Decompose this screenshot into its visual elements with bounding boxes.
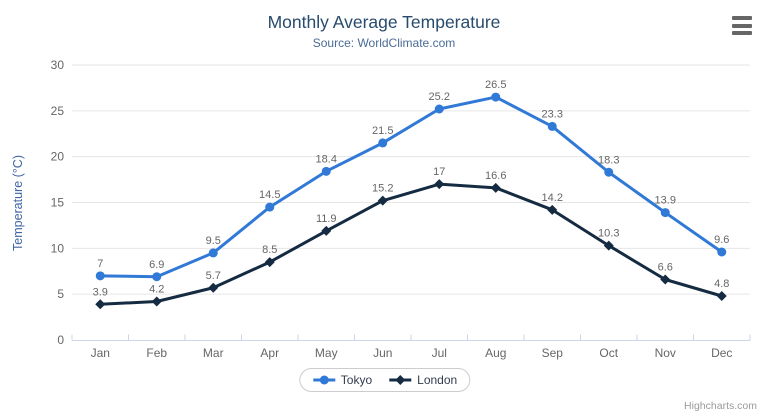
data-label: 6.9 <box>149 259 164 271</box>
legend-circle-marker-icon <box>312 375 335 385</box>
series-tokyo-point-marker[interactable] <box>152 272 162 282</box>
legend-label-london: London <box>417 373 458 387</box>
series-london-point-marker[interactable] <box>321 225 332 236</box>
data-label: 13.9 <box>655 195 676 207</box>
series-tokyo-point-marker[interactable] <box>491 92 501 102</box>
series-london-point-marker[interactable] <box>716 291 727 301</box>
data-label: 6.6 <box>658 262 673 274</box>
credits-link[interactable]: Highcharts.com <box>684 400 757 412</box>
yaxis-tick-label: 5 <box>57 287 64 301</box>
legend-label-tokyo: Tokyo <box>340 373 373 387</box>
yaxis-tick-label: 30 <box>51 58 65 72</box>
legend-item-tokyo[interactable]: Tokyo <box>312 373 372 387</box>
series-london-point-marker[interactable] <box>434 179 445 190</box>
yaxis-tick-label: 15 <box>51 196 65 210</box>
data-label: 14.5 <box>259 189 280 201</box>
data-label: 4.2 <box>149 284 164 296</box>
xaxis-category-label: Sep <box>542 346 564 360</box>
xaxis-category-label: Aug <box>485 346 506 360</box>
data-label: 18.4 <box>316 153 337 165</box>
chart-title: Monthly Average Temperature <box>268 12 501 32</box>
data-label: 10.3 <box>598 228 619 240</box>
hamburger-icon <box>732 16 752 20</box>
xaxis-category-label: Jun <box>373 346 392 360</box>
legend-diamond-marker-icon <box>389 375 412 385</box>
series-london-point-marker[interactable] <box>264 257 275 268</box>
data-label: 8.5 <box>262 244 277 256</box>
data-label: 25.2 <box>429 91 450 103</box>
chart-subtitle: Source: WorldClimate.com <box>313 36 456 50</box>
series-tokyo-point-marker[interactable] <box>604 167 614 177</box>
data-label: 9.6 <box>714 234 729 246</box>
data-label: 21.5 <box>372 125 393 137</box>
xaxis-category-label: Oct <box>599 346 618 360</box>
xaxis-category-label: Jul <box>432 346 447 360</box>
hamburger-icon <box>732 23 752 28</box>
data-label: 14.2 <box>542 192 563 204</box>
yaxis-tick-label: 20 <box>51 150 65 164</box>
yaxis-tick-label: 0 <box>57 333 64 347</box>
series-tokyo-point-marker[interactable] <box>717 247 727 257</box>
series-tokyo-point-marker[interactable] <box>547 121 557 131</box>
series-tokyo-point-marker[interactable] <box>378 138 388 148</box>
yaxis-tick-label: 25 <box>51 104 65 118</box>
legend: Tokyo London <box>298 368 471 392</box>
xaxis-category-label: May <box>315 346 338 360</box>
xaxis-category-label: Feb <box>146 346 167 360</box>
xaxis-category-label: Nov <box>655 346 676 360</box>
series-tokyo-point-marker[interactable] <box>95 271 105 281</box>
xaxis-category-label: Mar <box>203 346 224 360</box>
data-label: 17 <box>433 166 445 178</box>
data-label: 7 <box>97 258 103 270</box>
series-london-point-marker[interactable] <box>547 204 558 215</box>
yaxis-title: Temperature (°C) <box>11 155 25 251</box>
data-label: 16.6 <box>485 170 506 182</box>
hamburger-icon <box>732 31 752 35</box>
data-label: 3.9 <box>93 286 108 298</box>
xaxis-category-label: Jan <box>91 346 110 360</box>
series-tokyo-point-marker[interactable] <box>265 202 275 212</box>
series-london-point-marker[interactable] <box>603 240 614 251</box>
yaxis-tick-label: 10 <box>51 241 65 255</box>
data-label: 9.5 <box>206 235 221 247</box>
data-label: 11.9 <box>316 213 337 225</box>
data-label: 15.2 <box>372 183 393 195</box>
series-london-point-marker[interactable] <box>377 195 388 206</box>
data-label: 18.3 <box>598 154 619 166</box>
data-label: 26.5 <box>485 79 506 91</box>
xaxis-category-label: Dec <box>711 346 732 360</box>
series-london-point-marker[interactable] <box>490 182 501 193</box>
series-london-point-marker[interactable] <box>660 274 671 285</box>
series-tokyo-point-marker[interactable] <box>660 208 670 218</box>
xaxis-category-label: Apr <box>260 346 279 360</box>
data-label: 5.7 <box>206 270 221 282</box>
series-london-point-marker[interactable] <box>151 296 162 307</box>
plot-area: 0 5 10 15 20 25 30 Jan Feb Mar Apr May Jun Jul Aug Sep O… <box>51 58 751 360</box>
series-tokyo-point-marker[interactable] <box>208 248 218 258</box>
legend-item-london[interactable]: London <box>388 373 457 387</box>
series-tokyo-point-marker[interactable] <box>434 104 444 114</box>
data-label: 4.8 <box>714 278 729 290</box>
context-menu-button[interactable] <box>732 16 752 35</box>
series-tokyo-line[interactable] <box>98 95 724 279</box>
data-label: 23.3 <box>542 108 563 120</box>
series-london-point-marker[interactable] <box>208 282 219 293</box>
series-london-line[interactable] <box>98 182 724 306</box>
series-london-point-marker[interactable] <box>95 299 106 310</box>
series-tokyo-point-marker[interactable] <box>321 166 331 176</box>
